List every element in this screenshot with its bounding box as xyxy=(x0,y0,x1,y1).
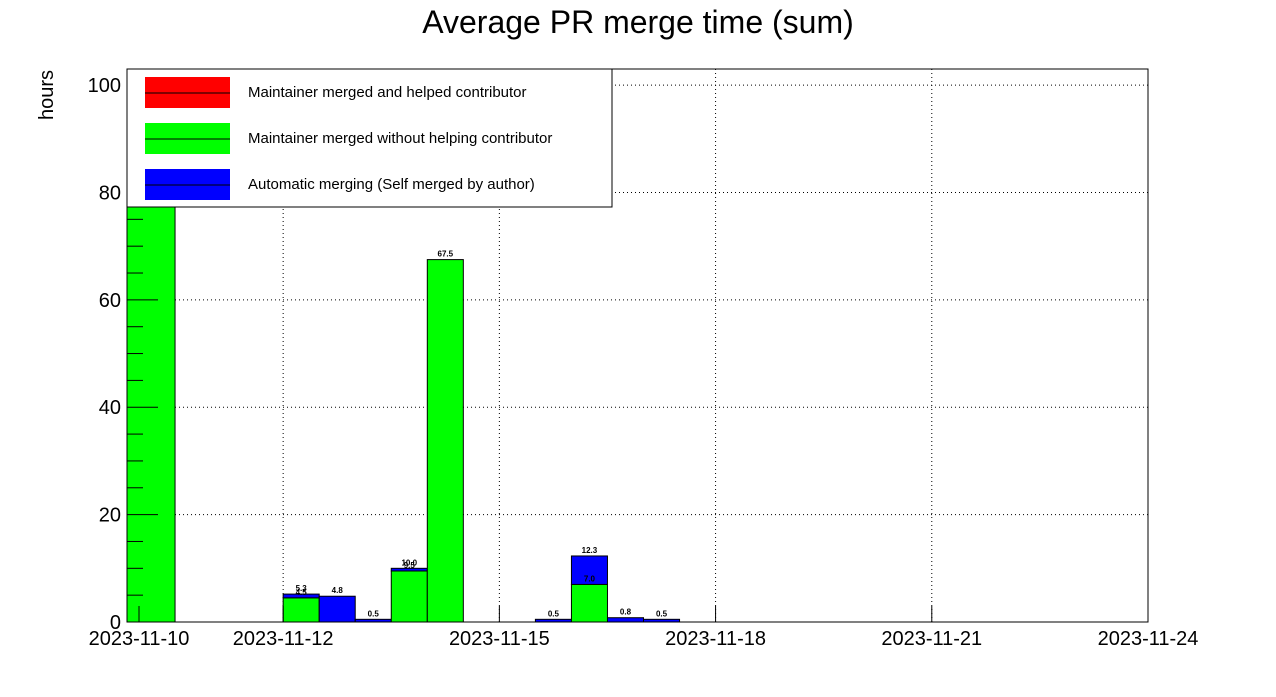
data-label-total: 0.5 xyxy=(656,609,668,618)
data-label-total: 12.3 xyxy=(582,546,598,555)
chart-title: Average PR merge time (sum) xyxy=(422,4,854,40)
x-tick-label: 2023-11-10 xyxy=(89,628,190,650)
data-label-total: 5.3 xyxy=(296,584,308,593)
bar-segment-automatic xyxy=(606,617,645,623)
y-axis-label: hours xyxy=(36,70,58,120)
bar-segment-maintainer-no-help xyxy=(570,583,608,623)
bar-segment-automatic xyxy=(570,555,608,585)
y-tick-label: 100 xyxy=(88,75,121,97)
y-tick-label: 80 xyxy=(99,182,121,204)
y-tick-label: 20 xyxy=(99,505,121,527)
bar-segment-maintainer-no-help xyxy=(390,570,428,623)
data-label-total: 10.0 xyxy=(401,558,417,567)
x-tick-label: 2023-11-18 xyxy=(665,628,766,650)
legend-entry-label: Automatic merging (Self merged by author… xyxy=(248,176,535,193)
data-label-total: 0.5 xyxy=(548,609,560,618)
data-label-green: 4.5 xyxy=(296,588,308,597)
data-label-total: 67.5 xyxy=(438,250,454,259)
x-tick-label: 2023-11-24 xyxy=(1098,628,1199,650)
x-tick-label: 2023-11-15 xyxy=(449,628,550,650)
plot-frame xyxy=(126,68,1149,623)
x-tick-label: 2023-11-12 xyxy=(233,628,334,650)
legend-entry-label: Maintainer merged without helping contri… xyxy=(248,130,552,147)
data-label-total: 0.8 xyxy=(620,608,632,617)
legend: Maintainer merged and helped contributor… xyxy=(126,68,613,208)
legend-entry-label: Maintainer merged and helped contributor xyxy=(248,84,527,101)
data-label-total: 0.5 xyxy=(368,609,380,618)
bar-segment-maintainer-no-help xyxy=(282,597,320,623)
y-tick-label: 60 xyxy=(99,290,121,312)
data-label-green: 9.5 xyxy=(404,561,416,570)
data-label-total: 4.8 xyxy=(332,586,344,595)
axes-layer: 0 20 40 60 80 100 2023-11-10 2023-11-12 2023-11-… xyxy=(88,68,1199,650)
x-tick-label: 2023-11-21 xyxy=(881,628,982,650)
bar-segment-automatic xyxy=(318,595,356,623)
y-tick-label: 0 xyxy=(110,612,121,634)
bar-segment-maintainer-no-help xyxy=(426,259,464,623)
y-tick-label: 40 xyxy=(99,397,121,419)
data-label-green: 7.0 xyxy=(584,574,596,583)
data-labels-layer: 5.34.5 4.8 0.5 10.09.5 67.5 0.5 12.3 7.0 0.8 0.5 xyxy=(296,250,668,619)
